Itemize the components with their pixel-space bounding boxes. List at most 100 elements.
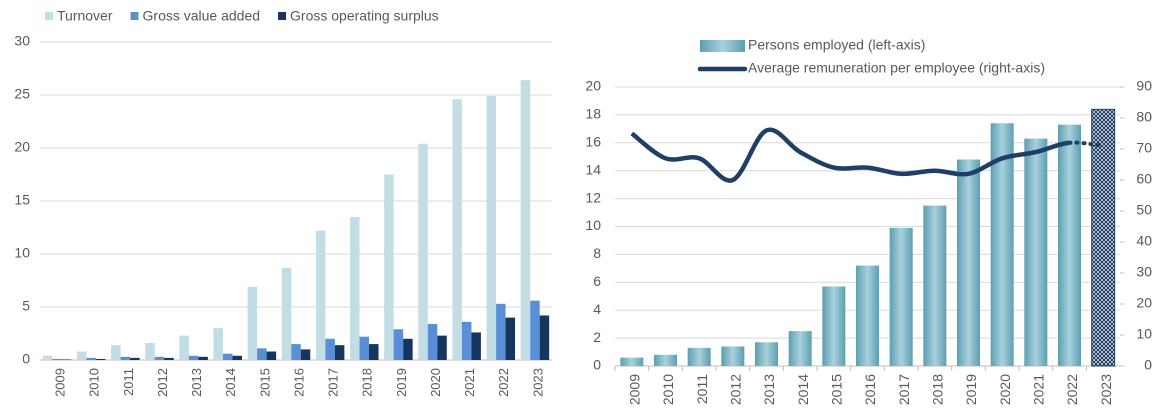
y-tick-label: 25	[14, 86, 30, 102]
y-tick-label: 5	[22, 298, 30, 314]
y-tick-label: 10	[14, 245, 30, 261]
x-tick-label: 2014	[223, 368, 238, 397]
bar	[291, 344, 301, 360]
x-tick-label: 2023	[1098, 374, 1114, 405]
bar	[1058, 124, 1081, 366]
bar	[52, 358, 62, 360]
legend-swatch	[45, 12, 53, 20]
bar	[384, 174, 394, 360]
bar	[1091, 108, 1116, 367]
bar	[427, 323, 438, 360]
bar	[222, 353, 233, 360]
bar	[164, 357, 174, 360]
x-tick-label: 2019	[394, 368, 409, 397]
bar	[957, 159, 980, 366]
bar	[889, 227, 913, 366]
bar	[418, 143, 428, 360]
bar	[42, 355, 53, 360]
x-tick-label: 2009	[627, 374, 643, 405]
bar	[154, 356, 165, 360]
bar	[452, 99, 462, 361]
bar	[300, 349, 311, 360]
legend-label: Persons employed (left-axis)	[748, 37, 925, 53]
y2-tick-label: 70	[1136, 140, 1152, 156]
bar	[120, 356, 131, 360]
x-tick-label: 2010	[660, 374, 676, 405]
x-tick-label: 2015	[829, 374, 845, 405]
bar	[76, 351, 87, 360]
x-tick-label: 2017	[326, 368, 341, 397]
y-tick-label: 30	[14, 33, 30, 49]
x-tick-label: 2022	[496, 368, 511, 397]
bar	[359, 336, 370, 360]
y-tick-label: 4	[593, 301, 601, 317]
legend-swatch	[278, 12, 287, 20]
x-tick-label: 2022	[1064, 374, 1080, 405]
bar	[266, 351, 277, 360]
x-tick-label: 2021	[1031, 374, 1047, 405]
x-tick-label: 2013	[189, 368, 204, 397]
legend-label: Gross value added	[143, 8, 261, 24]
bar	[111, 345, 121, 360]
bar	[61, 359, 72, 360]
bar	[620, 357, 644, 366]
bar	[486, 96, 497, 360]
legend-swatch	[130, 12, 139, 20]
x-tick-label: 2023	[530, 368, 545, 397]
y-tick-label: 0	[22, 351, 30, 367]
y-tick-label: 20	[585, 78, 601, 94]
y-tick-label: 0	[593, 357, 601, 373]
y2-tick-label: 10	[1136, 326, 1152, 342]
y-tick-label: 14	[585, 161, 601, 177]
x-tick-label: 2014	[795, 374, 811, 405]
bar	[179, 335, 189, 360]
legend-label: Average remuneration per employee (right…	[748, 60, 1045, 76]
x-tick-label: 2012	[155, 368, 170, 397]
bar	[856, 265, 879, 366]
x-tick-label: 2019	[963, 374, 979, 405]
legend-label: Turnover	[57, 8, 113, 24]
x-tick-label: 2011	[121, 368, 136, 396]
y2-tick-label: 30	[1136, 264, 1152, 280]
bar	[687, 347, 711, 366]
y-tick-label: 18	[585, 106, 601, 122]
bar	[257, 348, 267, 360]
bar	[95, 358, 106, 360]
y2-tick-label: 40	[1136, 233, 1152, 249]
y-tick-label: 16	[585, 134, 601, 150]
y-tick-label: 15	[14, 192, 30, 208]
bar	[403, 338, 413, 360]
bar	[471, 332, 481, 360]
x-tick-label: 2017	[896, 374, 912, 405]
y2-tick-label: 90	[1136, 78, 1152, 94]
x-tick-label: 2012	[728, 374, 744, 405]
y2-tick-label: 20	[1136, 295, 1152, 311]
bar	[822, 286, 846, 366]
x-tick-label: 2018	[930, 374, 946, 405]
x-tick-label: 2010	[87, 368, 102, 397]
bar	[393, 329, 404, 360]
y2-tick-label: 60	[1136, 171, 1152, 187]
y-tick-label: 6	[593, 273, 601, 289]
bar	[130, 357, 140, 360]
x-tick-label: 2016	[862, 374, 878, 405]
bar	[334, 345, 345, 360]
x-tick-label: 2020	[997, 374, 1013, 405]
bar	[461, 321, 472, 360]
bar	[788, 331, 812, 366]
y2-tick-label: 50	[1136, 202, 1152, 218]
y-tick-label: 12	[585, 189, 601, 205]
bar	[198, 356, 208, 360]
bar	[369, 344, 379, 360]
bar	[530, 300, 540, 360]
y-tick-label: 20	[14, 139, 30, 155]
bar	[496, 303, 506, 360]
y-tick-label: 2	[593, 329, 601, 345]
bar	[1024, 138, 1048, 366]
bar	[213, 328, 223, 360]
bar	[437, 335, 447, 360]
bar	[145, 343, 155, 360]
bar	[86, 357, 96, 360]
y2-tick-label: 80	[1136, 109, 1152, 125]
